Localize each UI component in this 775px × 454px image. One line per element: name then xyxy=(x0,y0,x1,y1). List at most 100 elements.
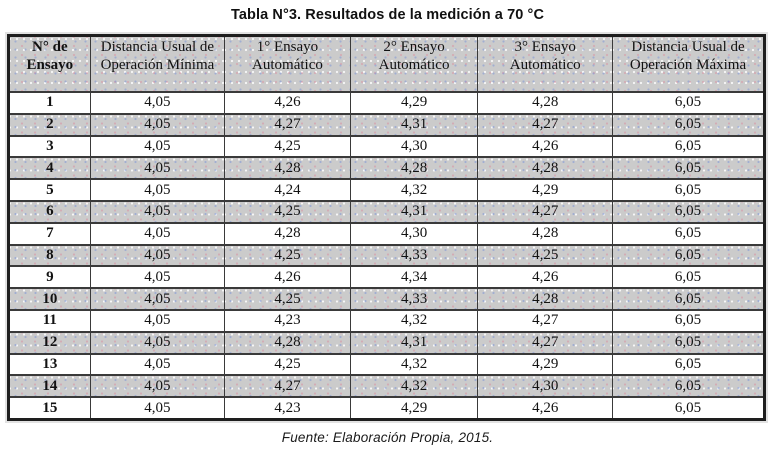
header-distancia-minima: Distancia Usual de Operación Mínima xyxy=(89,34,226,93)
cell-value: 6,05 xyxy=(612,199,765,224)
cell-value: 6,05 xyxy=(612,243,765,268)
table-row: 2 4,05 4,27 4,31 4,27 6,05 xyxy=(8,112,765,137)
cell-ensayo-number: 8 xyxy=(8,243,91,268)
cell-value: 4,26 xyxy=(224,265,351,290)
cell-value: 4,05 xyxy=(89,308,226,333)
cell-value: 4,33 xyxy=(349,243,479,268)
table-row: 8 4,05 4,25 4,33 4,25 6,05 xyxy=(8,243,765,268)
cell-value: 6,05 xyxy=(612,112,765,137)
table-row: 5 4,05 4,24 4,32 4,29 6,05 xyxy=(8,178,765,202)
header-numero-ensayo: N° de Ensayo xyxy=(8,34,91,93)
cell-value: 4,05 xyxy=(89,265,226,290)
table-row: 12 4,05 4,28 4,31 4,27 6,05 xyxy=(8,330,765,355)
cell-ensayo-number: 15 xyxy=(8,396,91,421)
cell-value: 4,27 xyxy=(224,112,351,137)
cell-value: 4,31 xyxy=(349,330,479,355)
cell-value: 6,05 xyxy=(612,178,765,202)
cell-value: 4,05 xyxy=(89,221,226,246)
table-body: 1 4,05 4,26 4,29 4,28 6,05 2 4,05 4,27 4,31 4,27 6,… xyxy=(8,91,765,421)
cell-value: 4,27 xyxy=(224,374,351,399)
cell-value: 4,25 xyxy=(224,134,351,159)
cell-value: 4,24 xyxy=(224,178,351,202)
cell-value: 4,28 xyxy=(477,156,613,181)
cell-value: 4,05 xyxy=(89,374,226,399)
cell-value: 6,05 xyxy=(612,134,765,159)
cell-value: 4,27 xyxy=(477,308,613,333)
cell-ensayo-number: 6 xyxy=(8,199,91,224)
cell-value: 6,05 xyxy=(612,287,765,311)
table-row: 3 4,05 4,25 4,30 4,26 6,05 xyxy=(8,134,765,159)
cell-value: 4,31 xyxy=(349,112,479,137)
cell-value: 4,30 xyxy=(477,374,613,399)
cell-ensayo-number: 7 xyxy=(8,221,91,246)
cell-value: 4,30 xyxy=(349,134,479,159)
cell-value: 4,34 xyxy=(349,265,479,290)
cell-ensayo-number: 14 xyxy=(8,374,91,399)
cell-value: 4,33 xyxy=(349,287,479,311)
cell-value: 4,26 xyxy=(477,265,613,290)
cell-value: 4,27 xyxy=(477,112,613,137)
table-row: 4 4,05 4,28 4,28 4,28 6,05 xyxy=(8,156,765,181)
cell-value: 4,26 xyxy=(224,91,351,115)
cell-value: 4,25 xyxy=(224,243,351,268)
cell-value: 4,05 xyxy=(89,134,226,159)
cell-value: 4,05 xyxy=(89,112,226,137)
cell-value: 4,05 xyxy=(89,178,226,202)
cell-value: 4,05 xyxy=(89,330,226,355)
cell-ensayo-number: 2 xyxy=(8,112,91,137)
table-row: 13 4,05 4,25 4,32 4,29 6,05 xyxy=(8,352,765,377)
cell-value: 4,31 xyxy=(349,199,479,224)
cell-ensayo-number: 10 xyxy=(8,287,91,311)
cell-value: 4,32 xyxy=(349,374,479,399)
cell-value: 4,28 xyxy=(224,330,351,355)
cell-value: 4,23 xyxy=(224,308,351,333)
cell-value: 4,32 xyxy=(349,178,479,202)
cell-ensayo-number: 5 xyxy=(8,178,91,202)
cell-value: 4,05 xyxy=(89,199,226,224)
table-row: 1 4,05 4,26 4,29 4,28 6,05 xyxy=(8,91,765,115)
cell-value: 4,29 xyxy=(349,91,479,115)
cell-value: 4,28 xyxy=(477,287,613,311)
cell-value: 6,05 xyxy=(612,352,765,377)
cell-value: 6,05 xyxy=(612,156,765,181)
cell-value: 4,05 xyxy=(89,352,226,377)
cell-value: 4,27 xyxy=(477,330,613,355)
cell-ensayo-number: 12 xyxy=(8,330,91,355)
cell-value: 6,05 xyxy=(612,330,765,355)
cell-ensayo-number: 11 xyxy=(8,308,91,333)
cell-value: 4,28 xyxy=(224,221,351,246)
header-ensayo-1: 1° Ensayo Automático xyxy=(224,34,351,93)
cell-value: 4,05 xyxy=(89,287,226,311)
cell-value: 4,32 xyxy=(349,352,479,377)
cell-value: 4,30 xyxy=(349,221,479,246)
cell-value: 6,05 xyxy=(612,308,765,333)
cell-value: 4,28 xyxy=(224,156,351,181)
cell-ensayo-number: 13 xyxy=(8,352,91,377)
table-row: 14 4,05 4,27 4,32 4,30 6,05 xyxy=(8,374,765,399)
table-row: 9 4,05 4,26 4,34 4,26 6,05 xyxy=(8,265,765,290)
cell-value: 4,29 xyxy=(477,352,613,377)
table-row: 10 4,05 4,25 4,33 4,28 6,05 xyxy=(8,287,765,311)
cell-value: 6,05 xyxy=(612,396,765,421)
cell-value: 4,28 xyxy=(477,91,613,115)
cell-value: 4,23 xyxy=(224,396,351,421)
table-row: 6 4,05 4,25 4,31 4,27 6,05 xyxy=(8,199,765,224)
source-caption: Fuente: Elaboración Propia, 2015. xyxy=(281,429,494,445)
cell-value: 6,05 xyxy=(612,91,765,115)
table-row: 15 4,05 4,23 4,29 4,26 6,05 xyxy=(8,396,765,421)
header-ensayo-2: 2° Ensayo Automático xyxy=(349,34,479,93)
cell-value: 4,26 xyxy=(477,396,613,421)
cell-value: 6,05 xyxy=(612,265,765,290)
cell-ensayo-number: 3 xyxy=(8,134,91,159)
header-ensayo-3: 3° Ensayo Automático xyxy=(477,34,613,93)
cell-value: 6,05 xyxy=(612,374,765,399)
cell-ensayo-number: 4 xyxy=(8,156,91,181)
cell-value: 4,05 xyxy=(89,91,226,115)
cell-value: 4,05 xyxy=(89,156,226,181)
cell-value: 4,29 xyxy=(349,396,479,421)
table-row: 7 4,05 4,28 4,30 4,28 6,05 xyxy=(8,221,765,246)
cell-value: 4,25 xyxy=(224,199,351,224)
table-row: 11 4,05 4,23 4,32 4,27 6,05 xyxy=(8,308,765,333)
table-title: Tabla N°3. Resultados de la medición a 7… xyxy=(230,7,545,23)
